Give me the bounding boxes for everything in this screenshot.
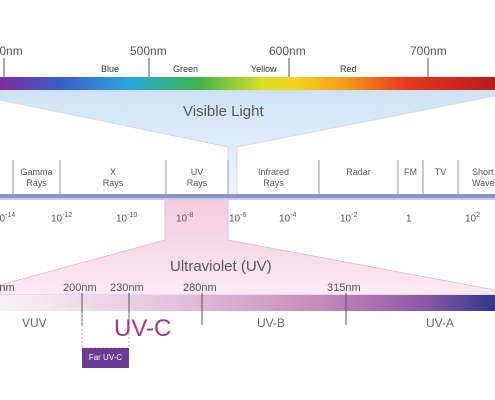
exponent-label-4: 10-8 xyxy=(176,212,193,224)
uv-wavelength-315: 315nm xyxy=(327,282,361,294)
uv-funnel xyxy=(0,197,495,296)
band-label-xrays-line2: Rays xyxy=(102,178,124,188)
exponent-label-4-exp: -8 xyxy=(187,212,194,219)
band-label-uv-line1: UV xyxy=(190,167,204,177)
exponent-label-8-base: 1 xyxy=(406,213,412,225)
far-uvc-box: Far UV-C xyxy=(82,348,129,368)
exponent-label-2-base: 10 xyxy=(51,213,63,225)
color-name-red: Red xyxy=(340,64,357,74)
color-name-green: Green xyxy=(173,64,199,74)
uv-wavelength-230: 230nm xyxy=(110,282,144,294)
band-label-shortwave-line2: Wave xyxy=(472,178,495,188)
band-label-radar: Radar xyxy=(319,167,398,178)
exponent-label-1: 10-14 xyxy=(0,212,15,224)
band-label-shortwave-line1: Short xyxy=(472,167,494,177)
band-label-infrared: Infrared Rays xyxy=(228,167,319,189)
exponent-label-6: 10-4 xyxy=(279,212,296,224)
exponent-label-9-base: 10 xyxy=(465,213,477,225)
band-label-gamma-line1: Gamma xyxy=(20,167,53,177)
band-label-fm-line1: FM xyxy=(404,167,417,177)
exponent-label-1-exp: -14 xyxy=(5,212,16,219)
exponent-label-9-exp: 2 xyxy=(476,212,481,219)
exponent-label-5-base: 10 xyxy=(229,213,241,225)
visible-spectrum-bar xyxy=(0,77,495,90)
color-name-yellow: Yellow xyxy=(251,64,277,74)
exponent-label-2: 10-12 xyxy=(51,212,72,224)
exponent-label-4-base: 10 xyxy=(176,213,188,225)
exponent-label-9: 102 xyxy=(465,212,480,224)
exponent-label-7: 10-2 xyxy=(340,212,357,224)
color-name-blue: Blue xyxy=(101,64,120,74)
band-label-xrays: X Rays xyxy=(60,167,166,189)
band-label-fm: FM xyxy=(398,167,423,178)
exponent-label-3: 10-10 xyxy=(116,212,137,224)
visible-light-title: Visible Light xyxy=(183,103,264,120)
band-label-uv: UV Rays xyxy=(166,167,228,189)
uv-wavelength-100: 100nm xyxy=(0,282,15,294)
band-label-tv-line1: TV xyxy=(434,167,447,177)
ultraviolet-title: Ultraviolet (UV) xyxy=(170,258,272,275)
band-label-infrared-line1: Infrared xyxy=(257,167,290,177)
band-label-uv-line2: Rays xyxy=(186,178,208,188)
band-label-radar-line1: Radar xyxy=(346,167,371,177)
visible-wavelength-400: 400nm xyxy=(0,44,23,58)
uv-band-uvc: UV-C xyxy=(114,315,172,342)
uv-gradient-bar xyxy=(0,295,495,311)
band-label-gamma-line2: Rays xyxy=(26,178,47,188)
em-spectrum-bar xyxy=(0,194,495,198)
em-spectrum-bar-shadow xyxy=(0,198,495,200)
exponent-label-5-exp: -6 xyxy=(240,212,247,219)
exponent-label-3-base: 10 xyxy=(116,213,128,225)
exponent-label-6-exp: -4 xyxy=(290,212,297,219)
exponent-label-3-exp: -10 xyxy=(127,212,138,219)
exponent-label-8: 1 xyxy=(406,212,412,224)
uv-band-uvb: UV-B xyxy=(257,316,286,330)
visible-wavelength-700: 700nm xyxy=(410,44,447,58)
band-label-xrays-line1: X xyxy=(109,167,116,177)
band-label-infrared-line2: Rays xyxy=(263,178,284,188)
visible-wavelength-500: 500nm xyxy=(130,44,167,58)
exponent-label-7-base: 10 xyxy=(340,213,352,225)
exponent-label-1-base: 10 xyxy=(0,213,6,225)
uv-wavelength-280: 280nm xyxy=(183,282,217,294)
uv-band-uva: UV-A xyxy=(426,316,455,330)
exponent-label-6-base: 10 xyxy=(279,213,291,225)
exponent-label-2-exp: -12 xyxy=(62,212,73,219)
uv-band-vuv: VUV xyxy=(22,316,47,330)
exponent-label-5: 10-6 xyxy=(229,212,246,224)
band-label-gamma: Gamma Rays xyxy=(13,167,60,189)
band-label-tv: TV xyxy=(423,167,458,178)
band-label-shortwave: Short Wave xyxy=(458,167,495,189)
visible-wavelength-600: 600nm xyxy=(269,44,306,58)
exponent-label-7-exp: -2 xyxy=(351,212,358,219)
uv-wavelength-200: 200nm xyxy=(63,282,97,294)
